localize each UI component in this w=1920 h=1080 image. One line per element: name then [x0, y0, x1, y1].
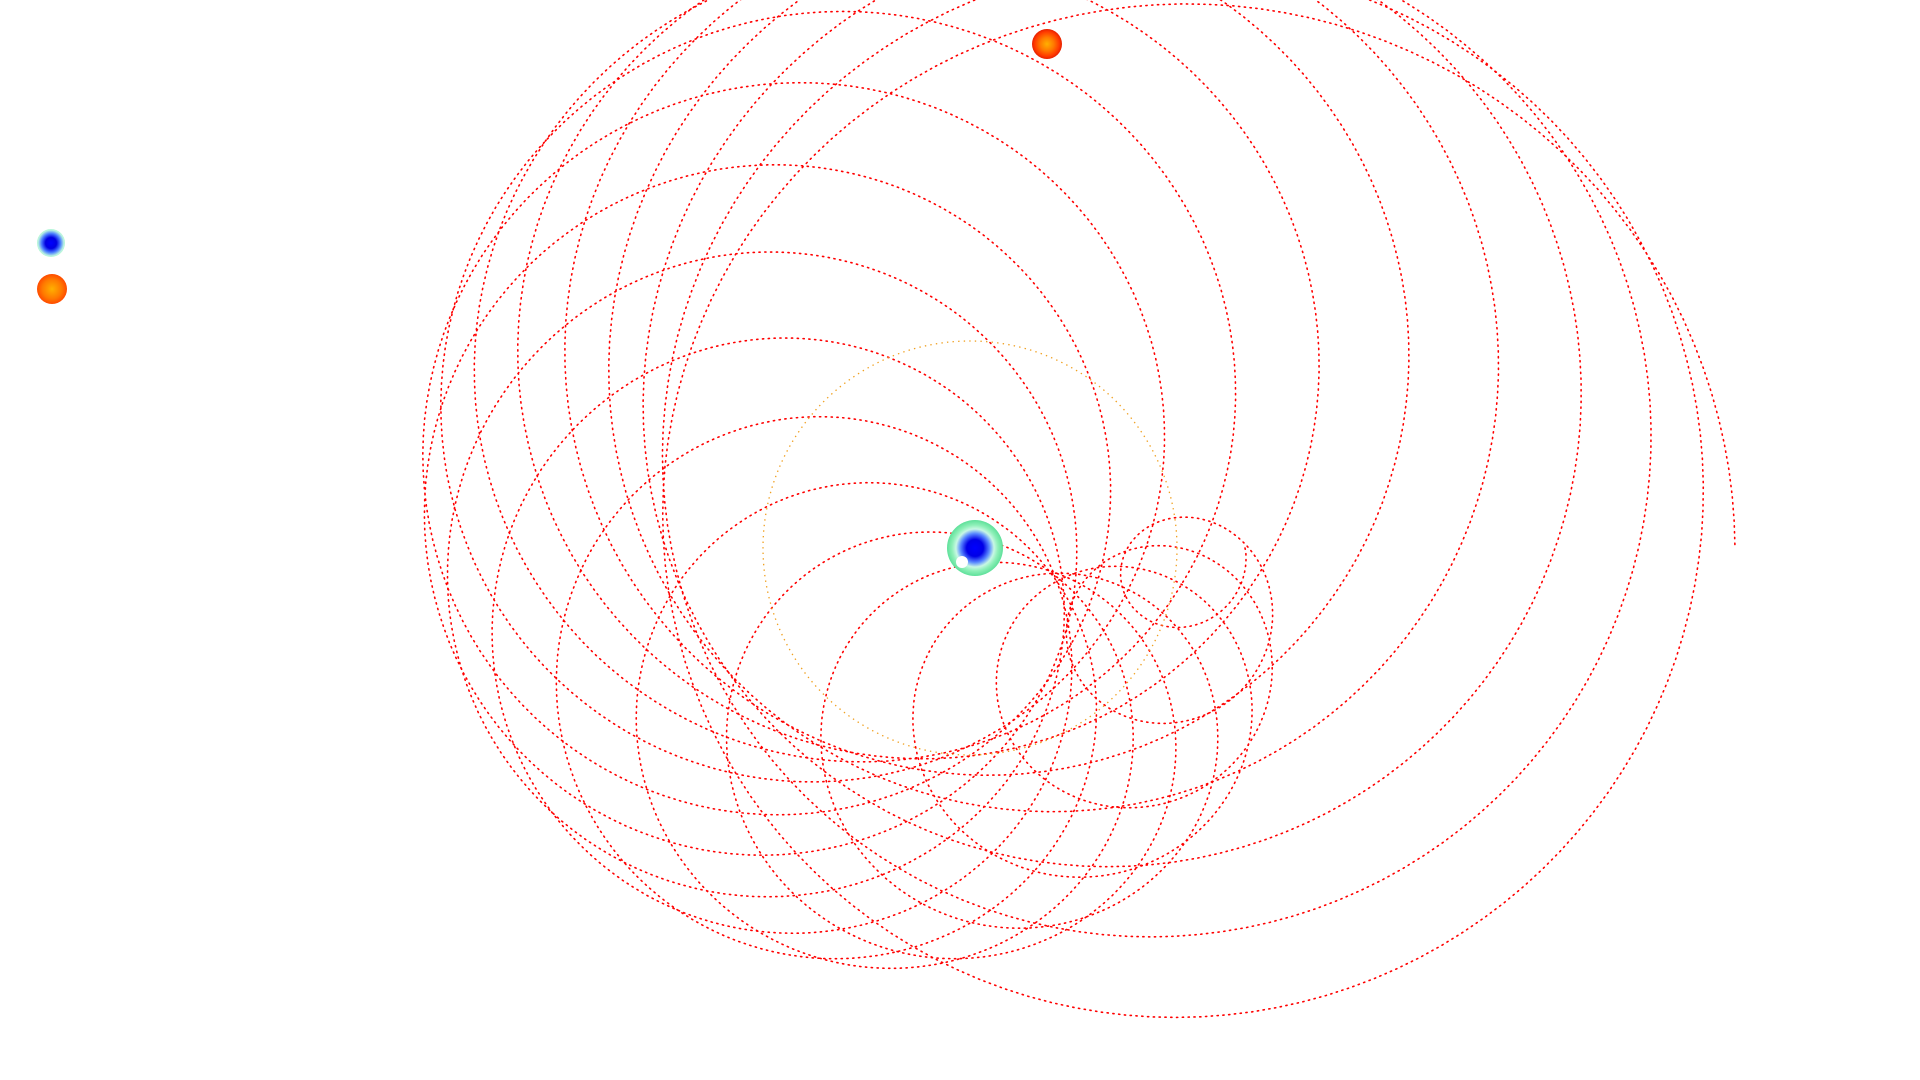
sun-path-trail	[421, 0, 1736, 1019]
earth-icon[interactable]	[947, 520, 1003, 576]
reference-orbit	[762, 340, 1178, 756]
moon-icon[interactable]	[956, 556, 968, 568]
legend-sun-icon[interactable]	[37, 274, 67, 304]
sun-icon[interactable]	[1032, 29, 1062, 59]
legend-earth-icon[interactable]	[37, 229, 65, 257]
sun-path-line	[421, 0, 1736, 1019]
